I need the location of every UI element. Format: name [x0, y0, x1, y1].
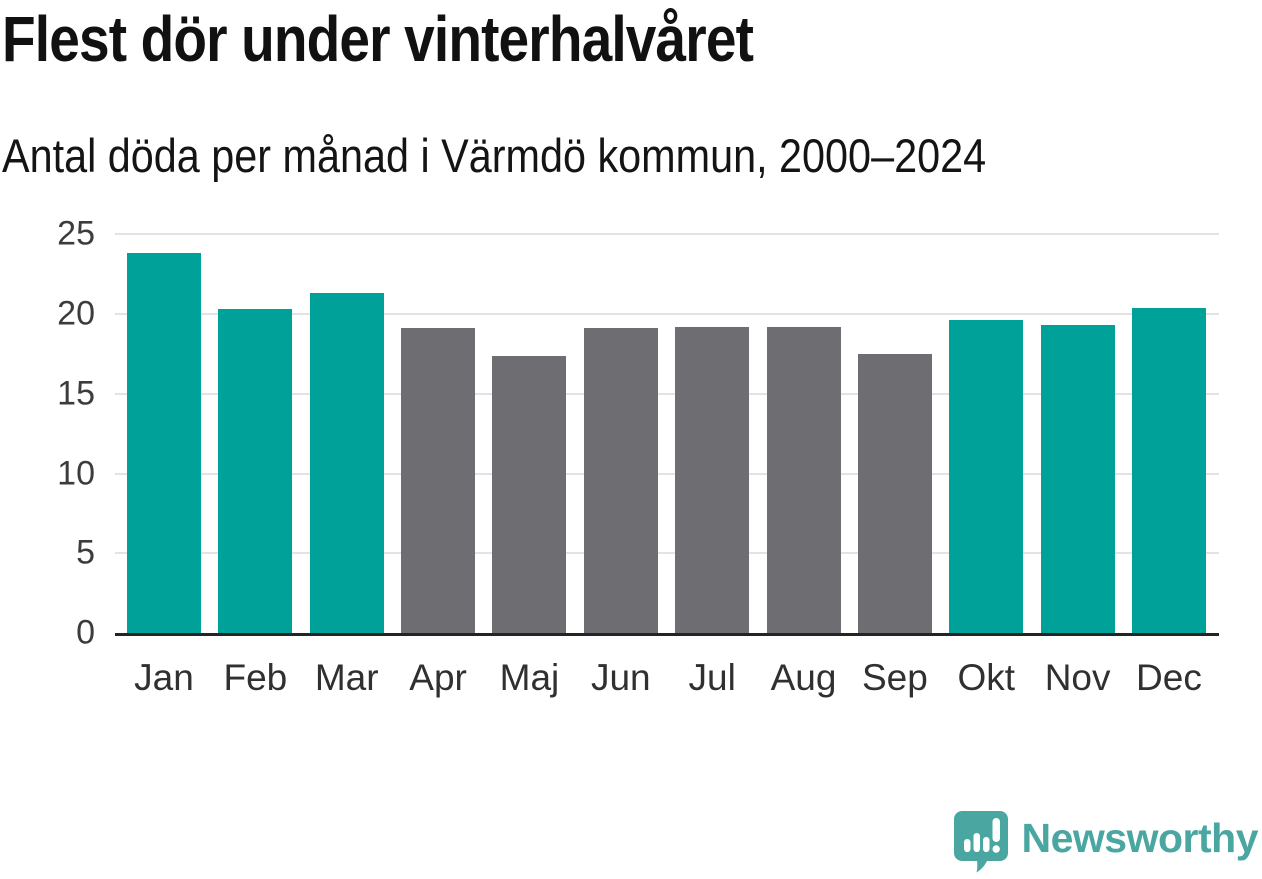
- gridline-15: [115, 392, 1219, 395]
- y-axis-tick-label-5: 5: [76, 533, 95, 572]
- x-axis-label-feb: Feb: [223, 657, 288, 698]
- bar-jul: [675, 326, 750, 633]
- x-axis-label-aug: Aug: [770, 657, 837, 698]
- x-axis-label-jun: Jun: [590, 657, 651, 698]
- x-axis-label-jul: Jul: [688, 657, 736, 698]
- x-axis-label-nov: Nov: [1044, 657, 1111, 698]
- y-axis-tick-label-10: 10: [57, 454, 95, 493]
- x-axis-label-mar: Mar: [314, 657, 379, 698]
- y-axis-tick-label-0: 0: [76, 613, 95, 652]
- gridline-5: [115, 552, 1219, 555]
- bar-apr: [401, 328, 476, 633]
- x-axis-label-sep: Sep: [861, 657, 928, 698]
- bar-sep: [857, 353, 932, 633]
- bar-nov: [1040, 325, 1115, 633]
- newsworthy-logo-icon: [953, 811, 1008, 873]
- newsworthy-logo-text: Newsworthy: [1021, 814, 1259, 861]
- x-axis-label-apr: Apr: [409, 657, 467, 698]
- chart-subtitle: Antal döda per månad i Värmdö kommun, 20…: [2, 129, 987, 182]
- y-axis-tick-label-20: 20: [57, 294, 95, 333]
- x-axis-label-okt: Okt: [957, 657, 1016, 698]
- bar-okt: [949, 320, 1024, 633]
- bar-jun: [583, 328, 658, 633]
- y-axis-tick-label-15: 15: [57, 374, 95, 413]
- bar-feb: [218, 309, 293, 633]
- x-axis-label-maj: Maj: [499, 657, 560, 698]
- x-axis-labels: Jan Feb Mar Apr Maj Jun Jul Aug Sep Okt Nov Dec: [115, 657, 1219, 699]
- y-axis-tick-label-25: 25: [57, 214, 95, 253]
- page-title: Flest dör under vinterhalvåret: [2, 3, 754, 75]
- x-axis-label-dec: Dec: [1136, 657, 1202, 698]
- bar-chart-plot-area: 0 5 10 15 20 25: [57, 215, 1219, 652]
- gridline-20: [115, 313, 1219, 316]
- bar-maj: [492, 355, 567, 633]
- bar-dec: [1131, 307, 1206, 633]
- bar-aug: [766, 326, 841, 633]
- x-axis-label-jan: Jan: [134, 657, 194, 698]
- bar-mar: [309, 293, 384, 633]
- gridline-25: [115, 233, 1219, 236]
- bar-jan: [127, 253, 201, 633]
- gridline-10: [115, 472, 1219, 475]
- newsworthy-logo: Newsworthy: [952, 809, 1259, 873]
